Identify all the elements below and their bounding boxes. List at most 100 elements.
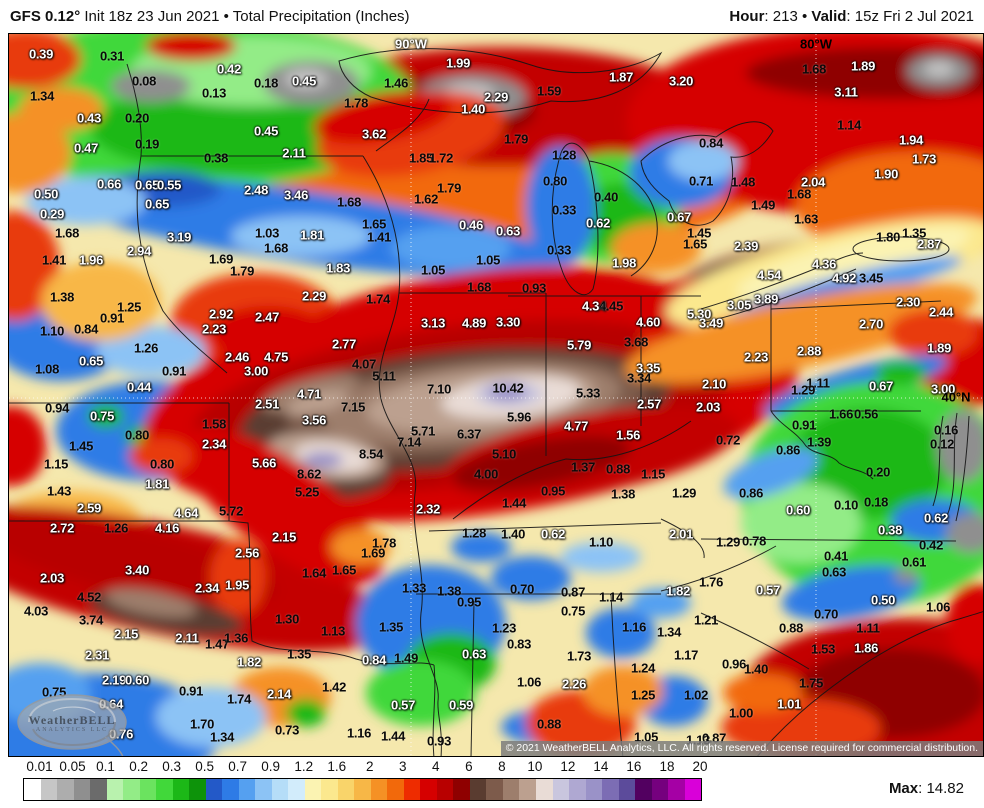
precip-value-label: 0.63 bbox=[821, 564, 847, 580]
precip-value-label: 1.72 bbox=[428, 150, 454, 166]
precip-value-label: 1.34 bbox=[29, 88, 55, 104]
precip-value-label: 1.81 bbox=[144, 476, 170, 492]
precip-value-label: 0.38 bbox=[877, 522, 903, 538]
precip-value-label: 0.33 bbox=[551, 202, 577, 218]
precip-value-label: 0.40 bbox=[593, 189, 619, 205]
precip-value-label: 0.62 bbox=[923, 510, 949, 526]
colorbar-cell bbox=[106, 779, 124, 800]
colorbar-cell bbox=[602, 779, 619, 800]
precip-value-label: 1.05 bbox=[475, 252, 501, 268]
colorbar-cell bbox=[222, 779, 239, 800]
precip-value-label: 1.78 bbox=[371, 535, 397, 551]
watermark-subtext: ANALYTICS LLC bbox=[35, 727, 109, 733]
precip-value-label: 2.11 bbox=[282, 145, 306, 161]
precip-value-label: 1.82 bbox=[236, 654, 262, 670]
precip-value-label: 0.91 bbox=[99, 310, 125, 326]
precip-value-label: 4.60 bbox=[635, 314, 661, 330]
colorbar-cell bbox=[40, 779, 58, 800]
precip-value-label: 0.45 bbox=[291, 73, 317, 89]
precip-value-label: 1.37 bbox=[570, 459, 596, 475]
precip-value-label: 1.05 bbox=[633, 729, 659, 745]
precip-value-label: 6.37 bbox=[456, 426, 482, 442]
precip-value-label: 0.10 bbox=[833, 497, 859, 513]
precip-value-label: 1.28 bbox=[461, 525, 487, 541]
precip-value-label: 1.21 bbox=[693, 612, 719, 628]
precip-value-label: 1.56 bbox=[615, 427, 641, 443]
precip-value-label: 1.26 bbox=[133, 340, 159, 356]
precip-value-label: 1.89 bbox=[926, 340, 952, 356]
precip-value-label: 0.42 bbox=[918, 537, 944, 553]
model-name: GFS 0.12° bbox=[10, 8, 81, 25]
precip-value-label: 2.29 bbox=[301, 288, 327, 304]
precip-value-label: 0.55 bbox=[156, 177, 182, 193]
colorbar-cell bbox=[271, 779, 289, 800]
precip-value-label: 3.74 bbox=[78, 612, 104, 628]
precip-value-label: 2.26 bbox=[561, 676, 587, 692]
precip-value-label: 2.03 bbox=[695, 399, 721, 415]
colorbar-footer: 0.01 0.05 0.1 0.2 0.3 0.5 0.7 0.9 1.2 1.6 2 3 4 6 8 10 1… bbox=[0, 757, 984, 808]
precip-value-label: 0.88 bbox=[605, 461, 631, 477]
precip-value-label: 0.91 bbox=[791, 417, 817, 433]
colorbar-cell bbox=[321, 779, 338, 800]
graticule-lines bbox=[9, 34, 983, 756]
precip-value-label: 1.23 bbox=[491, 620, 517, 636]
precip-value-label: 0.33 bbox=[546, 242, 572, 258]
precip-value-label: 3.49 bbox=[698, 315, 724, 331]
precip-value-label: 1.30 bbox=[274, 611, 300, 627]
precip-value-label: 0.86 bbox=[775, 442, 801, 458]
precip-value-label: 1.06 bbox=[516, 674, 542, 690]
precip-value-label: 2.04 bbox=[800, 174, 826, 190]
weatherbell-swirl-icon bbox=[17, 694, 127, 756]
precip-value-label: 2.47 bbox=[254, 309, 280, 325]
colorbar-cell bbox=[337, 779, 355, 800]
precip-value-label: 1.38 bbox=[436, 583, 462, 599]
precip-value-label: 2.88 bbox=[796, 343, 822, 359]
colorbar-cell bbox=[635, 779, 652, 800]
precip-value-label: 1.26 bbox=[103, 520, 129, 536]
colorbar-cell bbox=[519, 779, 536, 800]
precip-value-label: 2.59 bbox=[76, 500, 102, 516]
precip-value-label: 1.25 bbox=[116, 299, 142, 315]
precip-value-label: 1.17 bbox=[673, 647, 699, 663]
colorbar-tick-label: 3 bbox=[399, 759, 407, 774]
precip-value-label: 1.14 bbox=[836, 117, 862, 133]
colorbar-cell bbox=[469, 779, 487, 800]
precip-value-label: 1.15 bbox=[43, 456, 69, 472]
precip-value-label: 1.13 bbox=[320, 623, 346, 639]
precip-value-label: 3.68 bbox=[623, 334, 649, 350]
colorbar-tick-label: 0.7 bbox=[228, 759, 248, 774]
precip-value-label: 2.32 bbox=[415, 501, 441, 517]
precip-value-label: 1.96 bbox=[78, 252, 104, 268]
precip-value-label: 1.25 bbox=[630, 687, 656, 703]
precip-value-label: 0.88 bbox=[536, 716, 562, 732]
precip-value-label: 2.57 bbox=[636, 396, 662, 412]
precip-value-label: 3.00 bbox=[243, 363, 269, 379]
precip-value-label: 0.93 bbox=[521, 280, 547, 296]
precip-value-label: 5.33 bbox=[575, 385, 601, 401]
precip-value-label: 1.40 bbox=[500, 526, 526, 542]
precip-value-label: 1.47 bbox=[204, 636, 230, 652]
max-label: Max bbox=[888, 780, 919, 797]
precip-value-label: 1.02 bbox=[683, 687, 709, 703]
precip-value-label: 0.56 bbox=[853, 406, 879, 422]
valid-value: : 15z Fri 2 Jul 2021 bbox=[846, 8, 974, 25]
precip-value-label: 0.18 bbox=[253, 75, 279, 91]
colorbar-cell bbox=[73, 779, 91, 800]
header-title-right: Hour: 213 • Valid: 15z Fri 2 Jul 2021 bbox=[729, 8, 974, 25]
precip-value-label: 0.73 bbox=[274, 722, 300, 738]
precip-value-label: 1.89 bbox=[850, 58, 876, 74]
colorbar-cell bbox=[569, 779, 586, 800]
precip-value-label: 1.64 bbox=[301, 565, 327, 581]
precip-value-label: 1.44 bbox=[501, 495, 527, 511]
colorbar-tick-label: 0.05 bbox=[59, 759, 86, 774]
precip-value-label: 7.10 bbox=[426, 381, 452, 397]
precip-value-label: 1.58 bbox=[201, 416, 227, 432]
precip-value-label: 1.38 bbox=[610, 486, 636, 502]
precip-value-label: 2.92 bbox=[208, 306, 234, 322]
colorbar-cell bbox=[618, 779, 636, 800]
precip-value-label: 0.50 bbox=[870, 592, 896, 608]
precip-value-label: 0.71 bbox=[688, 173, 714, 189]
precip-value-label: 0.46 bbox=[458, 217, 484, 233]
precip-value-label: 1.42 bbox=[321, 679, 347, 695]
